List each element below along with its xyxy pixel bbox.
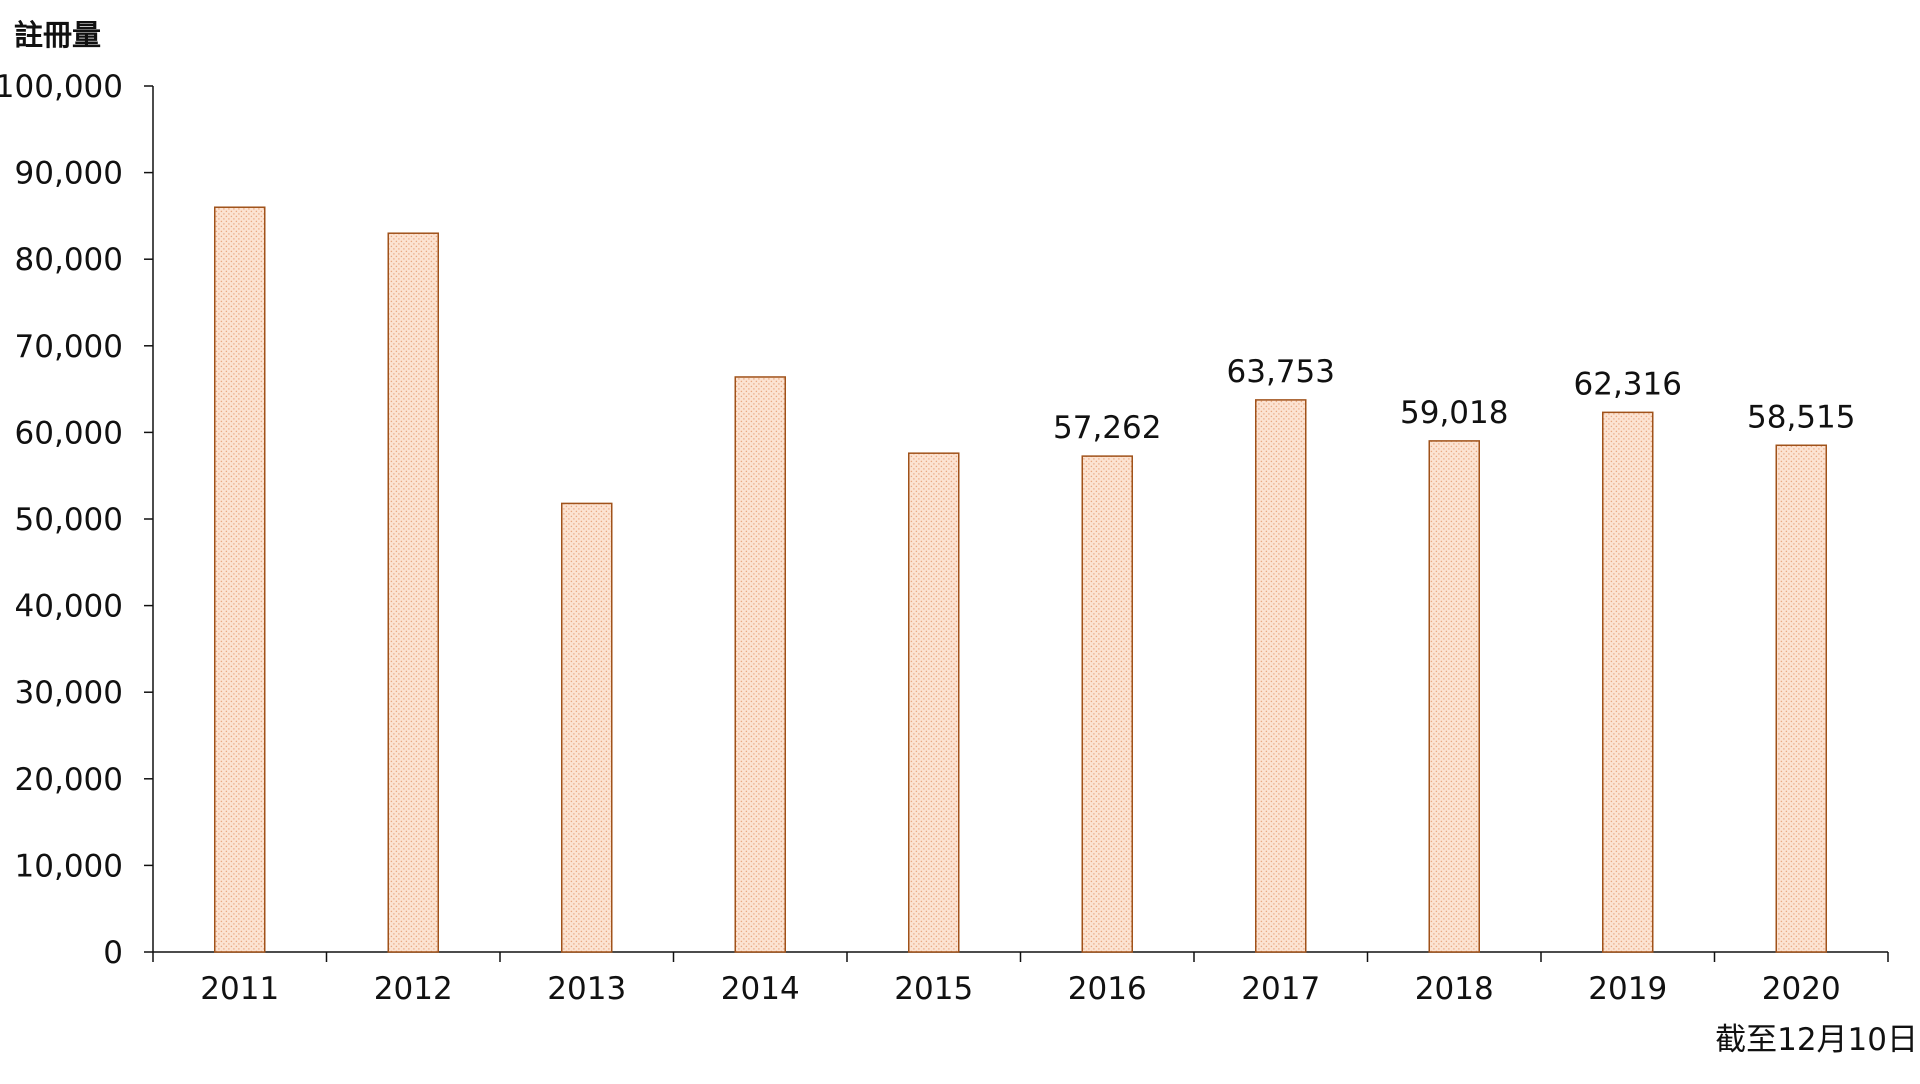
y-tick-label: 90,000 — [15, 156, 123, 192]
x-tick-label: 2012 — [374, 971, 453, 1007]
y-axis: 0 10,000 20,000 30,000 40,000 50,000 60,000 70,… — [0, 69, 154, 971]
y-tick-label: 20,000 — [15, 762, 123, 798]
x-tick-label: 2017 — [1241, 971, 1320, 1007]
x-tick-label: 2011 — [200, 971, 279, 1007]
y-axis-title: 註冊量 — [14, 18, 101, 52]
x-tick-label: 2019 — [1588, 971, 1667, 1007]
x-tick-label: 2015 — [894, 971, 973, 1007]
bar-2019 — [1602, 411, 1654, 953]
y-tick-label: 100,000 — [0, 69, 123, 105]
data-label-2016: 57,262 — [1053, 410, 1161, 446]
x-category-note: 截至12月10日 — [1715, 1022, 1918, 1058]
bar-2013 — [561, 502, 613, 953]
bar-2018 — [1428, 440, 1480, 953]
bar-2017 — [1255, 399, 1307, 953]
y-tick-label: 80,000 — [15, 242, 123, 278]
x-tick-label: 2016 — [1068, 971, 1147, 1007]
bar-2012 — [387, 232, 439, 953]
x-tick-label: 2014 — [721, 971, 800, 1007]
bars-group — [214, 206, 1827, 953]
x-tick-label: 2013 — [547, 971, 626, 1007]
y-tick-label: 10,000 — [15, 848, 123, 884]
data-label-2020: 58,515 — [1747, 399, 1855, 435]
y-tick-label: 60,000 — [15, 415, 123, 451]
y-tick-label: 40,000 — [15, 589, 123, 625]
data-label-2018: 59,018 — [1400, 395, 1508, 431]
y-tick-label: 30,000 — [15, 675, 123, 711]
bar-2015 — [908, 452, 960, 953]
y-tick-label: 0 — [103, 935, 123, 971]
data-label-2017: 63,753 — [1227, 354, 1335, 390]
x-tick-label: 2020 — [1762, 971, 1841, 1007]
x-axis: 2011 2012 2013 2014 2015 2016 2017 2018 2019 2020 — [152, 951, 1889, 1007]
data-label-2019: 62,316 — [1574, 366, 1682, 402]
bar-2020 — [1775, 444, 1827, 953]
x-tick-label: 2018 — [1415, 971, 1494, 1007]
bar-2016 — [1081, 455, 1133, 953]
bar-2011 — [214, 206, 266, 953]
y-tick-label: 70,000 — [15, 329, 123, 365]
data-labels-group: 57,262 63,753 59,018 62,316 58,515 — [1053, 354, 1855, 446]
bar-2014 — [734, 376, 786, 953]
y-tick-label: 50,000 — [15, 502, 123, 538]
